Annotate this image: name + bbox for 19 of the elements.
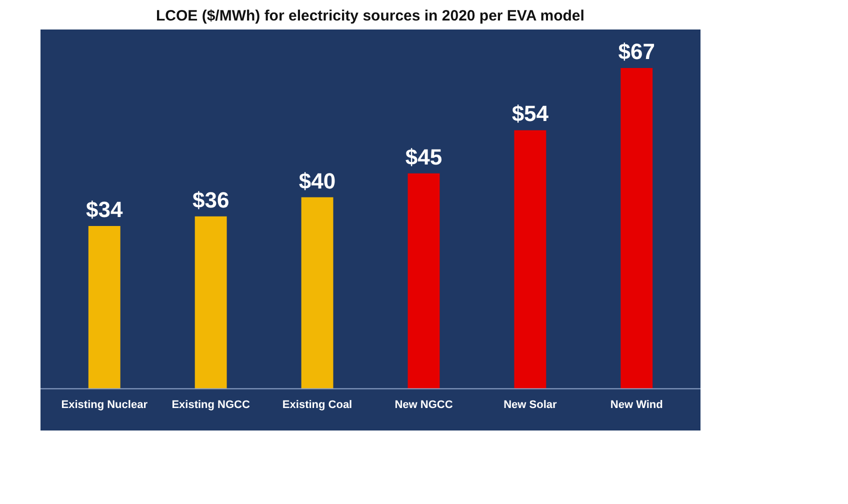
data-label: $67 [618,38,655,64]
bar [194,216,227,389]
x-tick-label: Existing Nuclear [61,398,148,411]
x-tick-label: New Solar [504,398,558,411]
data-label: $54 [512,101,550,126]
bar [301,197,334,389]
x-tick-label: Existing NGCC [172,398,250,411]
x-tick-label: New Wind [610,398,663,411]
x-tick-label: Existing Coal [282,398,352,411]
bar [88,226,120,389]
x-tick-label: New NGCC [394,398,453,411]
bar [620,68,653,389]
data-label: $40 [298,168,336,194]
data-label: $34 [86,197,124,222]
data-label: $36 [192,187,230,212]
bar [514,130,546,389]
chart-title: LCOE ($/MWh) for electricity sources in 2020 per EVA model [156,8,584,24]
data-label: $45 [405,144,442,170]
bar [408,173,440,389]
